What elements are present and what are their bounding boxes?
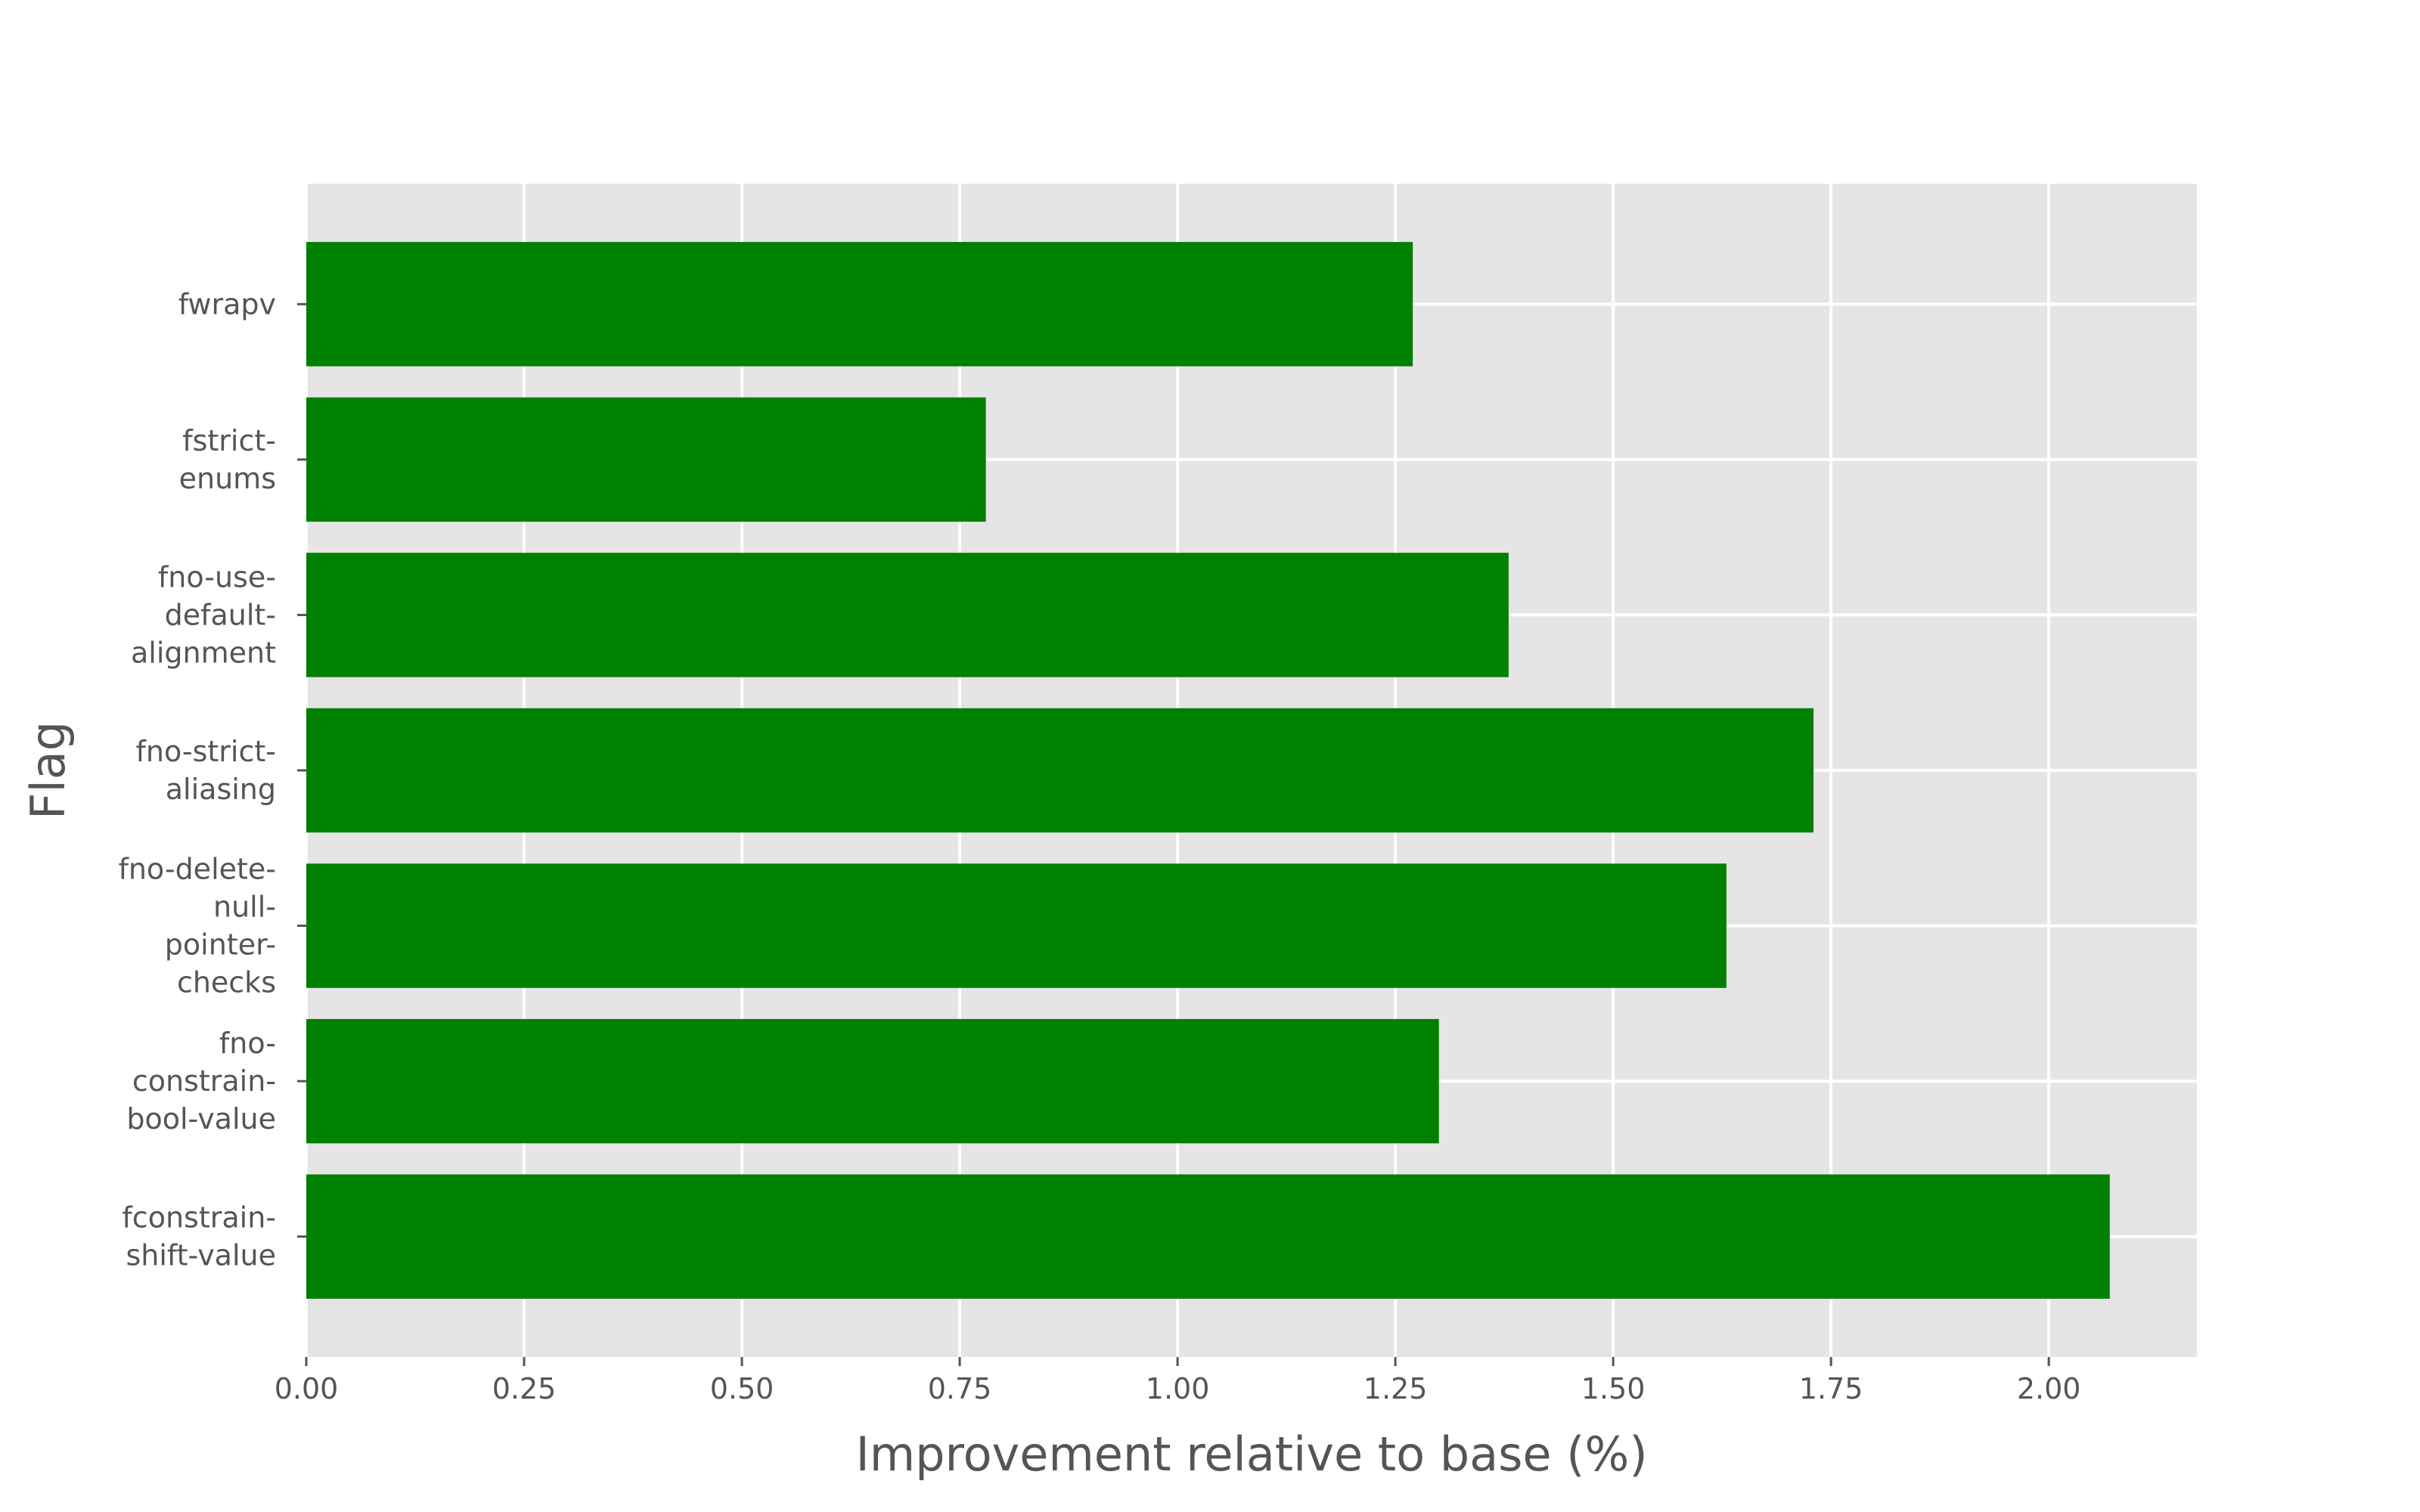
x-tick-label: 0.00 <box>275 1372 339 1405</box>
bar <box>306 1174 2110 1299</box>
x-tick-label: 1.25 <box>1364 1372 1428 1405</box>
y-axis-ticks: fconstrain-shift-value fno-constrain-bool… <box>118 287 306 1272</box>
x-tick-label: 0.75 <box>928 1372 992 1405</box>
bar <box>306 863 1727 988</box>
y-axis-label: Flag <box>20 721 76 820</box>
y-tick-label: fno-use- <box>158 560 276 593</box>
y-tick-label: bool-value <box>126 1102 276 1136</box>
y-tick-label: enums <box>179 462 276 495</box>
bars <box>306 242 2110 1299</box>
y-tick-label: null- <box>213 891 276 924</box>
x-tick-label: 0.25 <box>492 1372 557 1405</box>
y-tick-label: checks <box>177 966 276 999</box>
y-tick-label: aliasing <box>166 773 276 806</box>
bar <box>306 1018 1439 1144</box>
bar <box>306 242 1413 367</box>
x-tick-label: 2.00 <box>2017 1372 2081 1405</box>
bar <box>306 708 1814 833</box>
y-tick-label: alignment <box>131 636 276 669</box>
y-tick-label: shift-value <box>126 1239 276 1272</box>
bar <box>306 397 986 522</box>
y-tick-label: fno-strict- <box>135 735 276 768</box>
x-tick-label: 1.50 <box>1581 1372 1646 1405</box>
y-tick-label: fconstrain- <box>122 1201 276 1235</box>
y-tick-label: fwrapv <box>178 287 276 321</box>
x-axis-label: Improvement relative to base (%) <box>855 1427 1647 1482</box>
y-tick-label: fstrict- <box>182 424 276 457</box>
bar <box>306 553 1509 677</box>
y-tick-label: default- <box>165 598 276 631</box>
y-tick-label: fno- <box>219 1027 276 1060</box>
x-tick-label: 0.50 <box>710 1372 774 1405</box>
y-tick-label: fno-delete- <box>118 853 276 886</box>
x-tick-label: 1.00 <box>1146 1372 1210 1405</box>
x-tick-label: 1.75 <box>1799 1372 1863 1405</box>
y-tick-label: constrain- <box>132 1064 276 1098</box>
y-tick-label: pointer- <box>165 928 276 962</box>
x-axis-ticks: 0.00 0.25 0.50 0.75 1.00 1.25 1.50 1.75 2.00 <box>275 1357 2081 1405</box>
